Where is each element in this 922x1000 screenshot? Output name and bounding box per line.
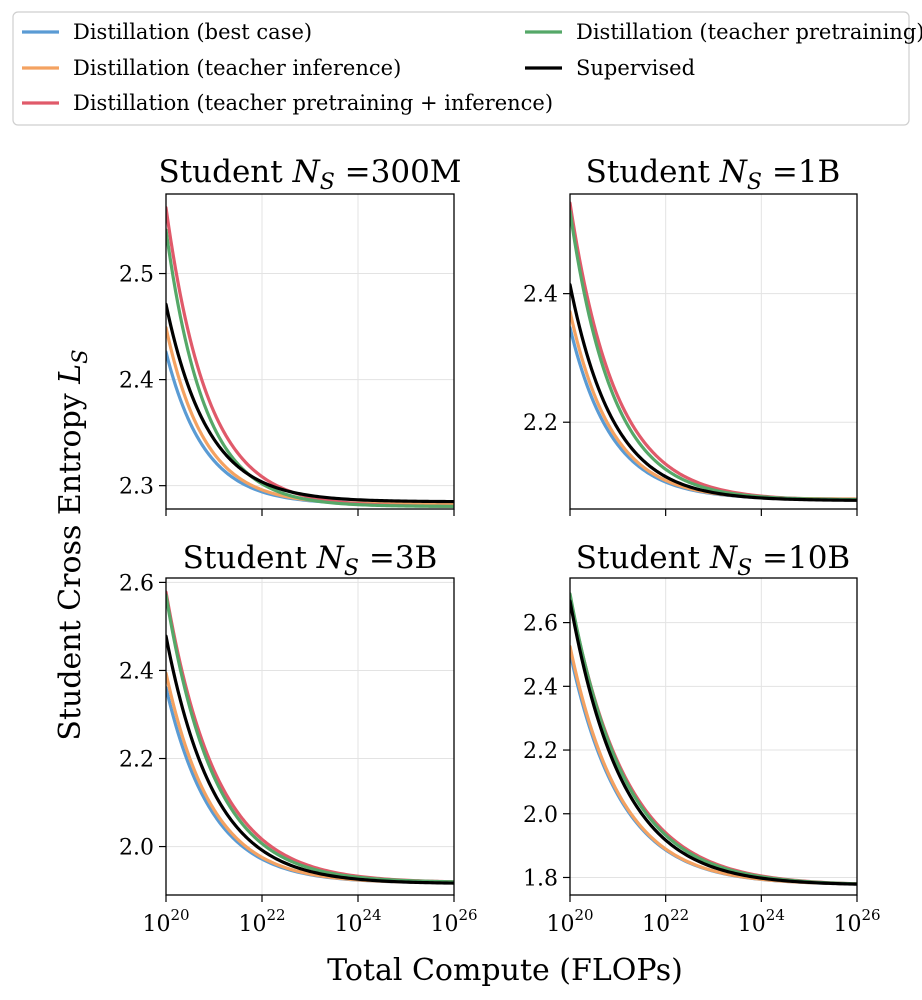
series-line <box>570 599 857 886</box>
series-line <box>570 310 857 501</box>
series-group <box>166 590 454 885</box>
legend-item: Distillation (teacher pretraining + infe… <box>22 91 553 115</box>
series-line <box>166 302 454 504</box>
legend-item: Distillation (best case) <box>22 20 312 44</box>
plot-frame <box>165 577 455 896</box>
series-line <box>570 644 857 886</box>
x-tick-label: 1026 <box>430 906 477 937</box>
series-line <box>570 283 857 502</box>
y-tick-label: 1.8 <box>523 866 558 891</box>
legend-item: Distillation (teacher inference) <box>22 56 401 80</box>
legend-label: Distillation (teacher inference) <box>73 56 401 80</box>
y-tick-label: 2.4 <box>523 675 558 700</box>
x-tick-label: 1020 <box>546 906 593 937</box>
series-group <box>166 206 454 508</box>
panel-3: Student NS =3B 1020 1022 1024 1026 2.0 2.2 2.4 2… <box>119 540 478 937</box>
series-line <box>166 228 454 508</box>
x-tick-label: 1022 <box>642 906 689 937</box>
series-line <box>570 592 857 886</box>
x-tick-label: 1022 <box>238 906 285 937</box>
x-tick-label: 1024 <box>738 906 785 937</box>
y-tick-label: 2.0 <box>523 803 558 828</box>
y-tick-label: 2.2 <box>523 411 558 436</box>
y-tick-label: 2.0 <box>119 836 154 861</box>
x-tick-label: 1020 <box>142 906 189 937</box>
series-line <box>570 209 857 502</box>
plot-frame <box>569 577 858 896</box>
legend-label: Distillation (best case) <box>73 20 312 44</box>
panel-4: Student NS =10B 1020 1022 1024 1026 1.8 2.0 2.2… <box>523 540 881 937</box>
x-axis-label: Total Compute (FLOPs) <box>327 953 683 988</box>
legend-label: Distillation (teacher pretraining + infe… <box>73 91 553 115</box>
series-line <box>166 206 454 508</box>
series-line <box>166 671 454 885</box>
panel-title: Student NS =300M <box>158 154 461 195</box>
legend-item: Supervised <box>525 56 695 80</box>
y-tick-label: 2.6 <box>119 571 154 596</box>
series-line <box>166 350 454 506</box>
y-tick-label: 2.2 <box>523 739 558 764</box>
series-line <box>166 593 454 884</box>
series-line <box>570 594 857 886</box>
legend-item: Distillation (teacher pretraining) <box>525 20 922 44</box>
x-tick-label: 1026 <box>833 906 880 937</box>
y-axis-label: Student Cross Entropy LS <box>53 349 92 740</box>
panel-1: Student NS =300M 2.3 2.4 2.5 <box>119 154 462 516</box>
panel-2: Student NS =1B 2.2 2.4 <box>523 154 858 516</box>
series-line <box>570 650 857 886</box>
series-line <box>166 590 454 884</box>
series-group <box>570 201 857 502</box>
series-group <box>570 592 857 886</box>
panel-title: Student NS =10B <box>576 540 850 581</box>
plot-frame <box>569 193 858 510</box>
y-tick-label: 2.3 <box>119 475 154 500</box>
x-tick-label: 1024 <box>334 906 381 937</box>
plot-frame <box>165 193 455 510</box>
series-line <box>166 634 454 885</box>
series-line <box>570 201 857 502</box>
legend-label: Supervised <box>576 56 695 80</box>
panel-title: Student NS =3B <box>183 540 438 581</box>
y-tick-label: 2.6 <box>523 612 558 637</box>
y-tick-label: 2.4 <box>119 369 154 394</box>
y-tick-label: 2.5 <box>119 263 154 288</box>
series-line <box>570 326 857 501</box>
y-tick-label: 2.4 <box>523 283 558 308</box>
panel-title: Student NS =1B <box>586 154 841 195</box>
legend: Distillation (best case) Distillation (te… <box>12 11 922 126</box>
legend-label: Distillation (teacher pretraining) <box>576 20 922 44</box>
legend-frame <box>12 11 910 126</box>
y-tick-label: 2.4 <box>119 659 154 684</box>
y-tick-label: 2.2 <box>119 748 154 773</box>
